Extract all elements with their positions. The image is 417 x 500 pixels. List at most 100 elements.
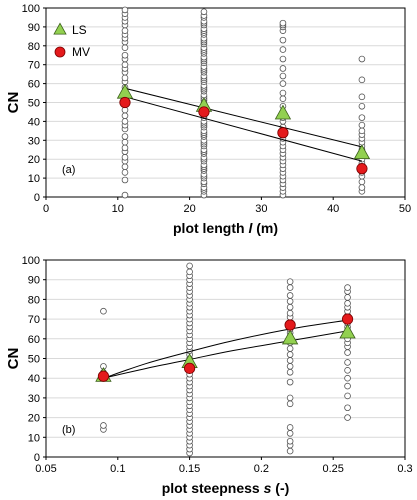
x-axis-label-part: (m)	[252, 220, 278, 236]
observation-point	[286, 351, 294, 358]
y-axis-label: CN	[5, 92, 22, 114]
observation-point	[121, 74, 129, 82]
observation-point	[286, 357, 294, 364]
observation-point	[186, 262, 193, 270]
observation-point	[344, 392, 351, 400]
mv-marker	[198, 106, 210, 118]
mv-marker	[341, 313, 354, 325]
y-tick-label: 100	[22, 3, 40, 15]
y-tick-label: 90	[28, 275, 40, 287]
observation-point	[286, 292, 294, 299]
observation-point	[186, 268, 193, 276]
observation-point	[121, 61, 129, 68]
observation-point	[286, 394, 294, 402]
observation-point	[121, 144, 129, 152]
observation-point	[358, 127, 366, 135]
trend-curve-mv	[103, 319, 348, 379]
mv-marker	[97, 370, 110, 382]
observation-point	[358, 184, 366, 191]
ls-marker	[274, 104, 292, 120]
panel-a: 0 10 20 30 40 50 60 70 80 90 100 0 10 20 30 40 50 CN plot …	[5, 3, 411, 236]
legend-label: MV	[72, 45, 90, 59]
x-tick-label: 20	[183, 203, 195, 215]
y-tick-label: 10	[28, 432, 40, 444]
observation-point	[121, 169, 129, 176]
observation-point	[344, 359, 351, 366]
x-tick-label: 30	[255, 203, 267, 215]
observation-point	[344, 374, 351, 382]
observation-point	[279, 95, 287, 103]
observation-point	[358, 114, 366, 121]
observation-point	[121, 154, 129, 161]
observation-point	[286, 447, 294, 455]
x-axis-label-part: plot steepness	[162, 480, 264, 496]
ls-marker	[353, 144, 371, 160]
trend-curve-ls	[103, 330, 348, 379]
y-tick-label: 50	[28, 98, 40, 110]
observation-point	[121, 118, 129, 125]
observation-point	[358, 121, 366, 129]
y-tick-label: 60	[28, 334, 40, 346]
observation-point	[286, 363, 294, 370]
observation-point	[344, 284, 351, 291]
mv-marker	[119, 96, 131, 109]
y-tick-label: 60	[28, 79, 40, 91]
y-tick-label: 40	[28, 116, 40, 128]
ls-marker	[116, 83, 134, 99]
observation-point	[358, 76, 366, 84]
legend: LS MV	[53, 22, 90, 59]
observation-point	[358, 55, 366, 63]
observation-point	[286, 284, 294, 291]
observation-point	[121, 191, 129, 199]
y-tick-label: 70	[28, 60, 40, 72]
observation-point	[200, 8, 208, 16]
x-tick-label: 0.2	[254, 463, 269, 475]
observation-point	[344, 382, 351, 390]
observation-point	[344, 404, 351, 412]
observation-point	[286, 303, 294, 311]
y-tick-label: 0	[34, 192, 40, 204]
x-axis-label-part: s	[264, 480, 272, 496]
observation-point	[344, 349, 351, 356]
x-axis-label-part: (-)	[271, 480, 289, 496]
observation-point	[286, 298, 294, 305]
observation-point	[279, 36, 287, 44]
observation-point	[286, 400, 294, 408]
observation-point	[279, 65, 287, 72]
trend-line-ls	[124, 87, 363, 148]
y-tick-label: 80	[28, 294, 40, 306]
legend-mv-icon	[54, 46, 66, 58]
observation-point	[286, 378, 294, 386]
observation-point	[279, 19, 287, 27]
x-axis-label: plot steepness s (-)	[162, 480, 290, 496]
mv-marker	[184, 362, 196, 374]
panel-label: (a)	[62, 164, 75, 176]
observation-point	[121, 27, 129, 34]
observation-point	[286, 437, 294, 445]
observation-point	[286, 430, 294, 437]
y-tick-label: 20	[28, 413, 40, 425]
y-tick-label: 30	[28, 135, 40, 147]
x-axis-label: plot length l (m)	[173, 220, 278, 236]
mv-marker	[356, 163, 368, 175]
panel-label: (b)	[62, 424, 75, 436]
y-tick-label: 50	[28, 354, 40, 366]
x-tick-label: 0.05	[35, 463, 56, 475]
observation-point	[286, 345, 294, 352]
panel-b: 0 10 20 30 40 50 60 70 80 90 100 0.05 0.1 0.15 0.2 0.25…	[5, 255, 413, 496]
y-tick-label: 80	[28, 41, 40, 53]
observation-point	[121, 44, 129, 51]
observation-point	[358, 102, 366, 110]
observation-point	[358, 93, 366, 101]
observation-point	[100, 422, 107, 429]
x-axis-label-part: plot length	[173, 220, 248, 236]
observation-point	[279, 46, 287, 53]
observation-point	[121, 176, 129, 184]
observation-point	[279, 89, 287, 97]
y-axis-label: CN	[5, 348, 22, 370]
x-tick-label: 0	[43, 203, 49, 215]
x-tick-label: 50	[399, 203, 411, 215]
ls-marker	[281, 329, 299, 345]
y-tick-label: 100	[22, 255, 40, 267]
